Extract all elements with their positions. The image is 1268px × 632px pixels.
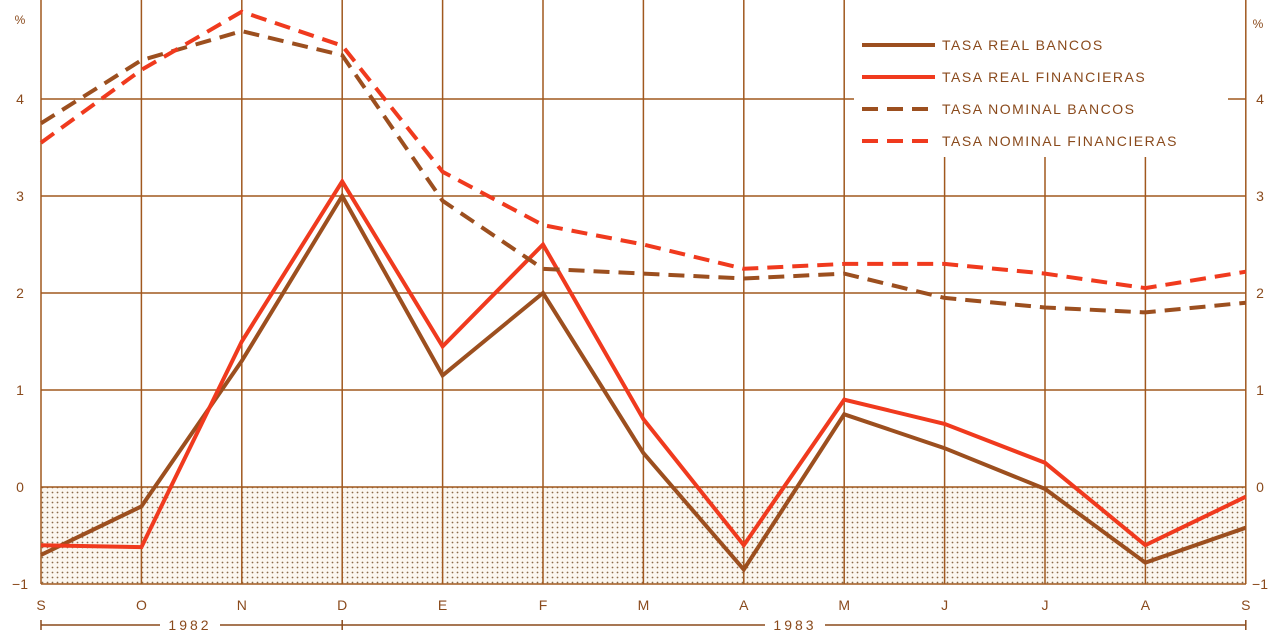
legend-label: TASA NOMINAL FINANCIERAS	[942, 133, 1178, 149]
y-tick-label-left: 4	[16, 91, 24, 107]
series-line-tasa-nominal-financieras	[39, 9, 1247, 291]
y-tick-label-left: 2	[16, 285, 24, 301]
grid	[40, 0, 1247, 585]
series-line-tasa-nominal-bancos	[39, 29, 1246, 315]
y-tick-label-left: 3	[16, 188, 24, 204]
y-tick-label-right: 4	[1256, 91, 1264, 107]
x-tick-label: J	[941, 597, 948, 613]
x-tick-label: A	[1141, 597, 1151, 613]
x-tick-label: F	[539, 597, 548, 613]
year-label-knockout	[765, 617, 825, 632]
x-tick-label: N	[237, 597, 247, 613]
year-label-knockout	[160, 617, 220, 632]
legend-label: TASA REAL BANCOS	[942, 37, 1104, 53]
y-tick-label-right: 2	[1256, 285, 1264, 301]
legend-label: TASA REAL FINANCIERAS	[942, 69, 1146, 85]
x-tick-label: S	[36, 597, 45, 613]
x-tick-label: E	[438, 597, 447, 613]
year-label-1983: 1983	[773, 617, 816, 632]
x-tick-label: O	[136, 597, 147, 613]
x-tick-label: J	[1042, 597, 1049, 613]
y-tick-label-right: 3	[1256, 188, 1264, 204]
x-tick-label: M	[638, 597, 650, 613]
x-tick-label: S	[1241, 597, 1250, 613]
y-tick-label-right: −1	[1252, 576, 1268, 592]
y-tick-label-left: 1	[16, 382, 24, 398]
series-line-tasa-real-financieras	[40, 177, 1247, 550]
axes: −1 −1 0 0 1 1 2 2 3 3 4 4% % S O N D E F M A M J J A S 1982 1983	[12, 13, 1268, 632]
y-tick-label-right: 0	[1256, 479, 1264, 495]
y-tick-label-left: 0	[16, 479, 24, 495]
x-tick-label: A	[739, 597, 749, 613]
y-tick-label-right: 1	[1256, 382, 1264, 398]
series-line-tasa-real-bancos	[40, 192, 1247, 573]
series-layer	[39, 9, 1247, 573]
x-tick-label: M	[838, 597, 850, 613]
y-unit-right: %	[1253, 17, 1264, 31]
year-label-1982: 1982	[168, 617, 211, 632]
legend-label: TASA NOMINAL BANCOS	[942, 101, 1135, 117]
legend: TASA REAL BANCOS TASA REAL FINANCIERAS TAS…	[854, 22, 1228, 157]
y-tick-label-left: −1	[12, 576, 28, 592]
y-unit-left: %	[15, 13, 26, 27]
x-tick-label: D	[337, 597, 347, 613]
